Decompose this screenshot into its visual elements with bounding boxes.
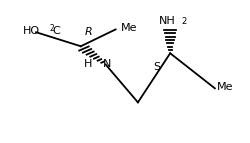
Text: S: S: [152, 62, 160, 72]
Text: 2: 2: [50, 24, 54, 33]
Text: HO: HO: [22, 26, 40, 36]
Text: 2: 2: [181, 17, 186, 25]
Text: Me: Me: [216, 82, 233, 92]
Text: N: N: [103, 59, 111, 69]
Text: Me: Me: [120, 23, 136, 33]
Text: R: R: [84, 27, 92, 37]
Text: NH: NH: [158, 16, 175, 26]
Text: C: C: [52, 26, 60, 36]
Text: H: H: [83, 59, 92, 69]
